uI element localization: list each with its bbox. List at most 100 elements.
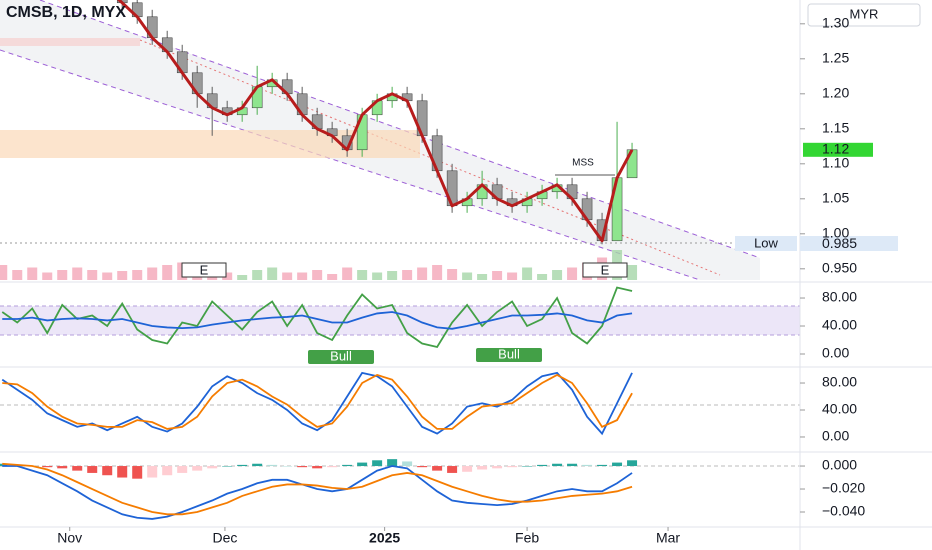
volume-bar xyxy=(507,272,518,280)
histogram-bar xyxy=(477,466,488,470)
volume-bar xyxy=(312,270,323,280)
channel xyxy=(0,0,800,280)
bull-label: Bull xyxy=(330,348,352,363)
histogram-bar xyxy=(327,466,338,468)
histogram-bar xyxy=(207,466,218,469)
volume-bar xyxy=(252,270,263,280)
volume-bar xyxy=(0,265,8,280)
volume-bar xyxy=(357,270,368,280)
histogram-bar xyxy=(252,463,263,467)
y-tick-label: 40.00 xyxy=(822,317,857,333)
low-label: Low xyxy=(754,235,778,250)
histogram-bar xyxy=(417,466,428,468)
histogram-bar xyxy=(612,462,623,467)
zone xyxy=(0,38,140,46)
earnings-box xyxy=(181,262,227,278)
volume-bar xyxy=(267,267,278,280)
series-line xyxy=(1,286,633,349)
series-line xyxy=(2,465,633,520)
series-line xyxy=(1,371,633,436)
earnings: E xyxy=(601,262,610,277)
volume-bar xyxy=(402,270,413,280)
volume-bar xyxy=(297,272,308,280)
histogram-bar xyxy=(522,466,533,467)
volume-bar xyxy=(102,272,113,280)
volume-bar xyxy=(57,270,68,280)
volume-bar xyxy=(387,271,398,280)
x-tick-label: Mar xyxy=(656,530,680,546)
volume-bar xyxy=(72,267,83,280)
histogram-bar xyxy=(72,466,83,471)
y-tick-label: 0.00 xyxy=(822,345,849,361)
y-tick-label: 1.30 xyxy=(822,15,849,31)
y-tick-label: 40.00 xyxy=(822,401,857,417)
histogram-bar xyxy=(372,460,383,467)
volume-bar xyxy=(492,271,503,280)
price-pane xyxy=(0,0,638,280)
volume-bar xyxy=(537,274,548,280)
volume-bar xyxy=(132,270,143,280)
low-price: 0.985 xyxy=(822,235,857,251)
x-tick-label: 2025 xyxy=(369,530,400,546)
histogram-bar xyxy=(492,466,503,469)
bull-label: Bull xyxy=(498,346,520,361)
earnings: E xyxy=(200,262,209,277)
histogram-bar xyxy=(357,462,368,467)
low-price-box xyxy=(800,236,898,251)
last-price-box xyxy=(803,142,873,157)
y-tick-label: 1.10 xyxy=(822,155,849,171)
currency-box[interactable] xyxy=(807,3,921,27)
volume-bar xyxy=(447,269,458,280)
volume-bar xyxy=(372,272,383,280)
y-tick-label: 1.00 xyxy=(822,225,849,241)
y-tick-label: 80.00 xyxy=(822,289,857,305)
y-tick-label: −0.020 xyxy=(822,480,865,496)
histogram-bar xyxy=(402,461,413,467)
histogram-bar xyxy=(42,466,53,468)
series-line xyxy=(2,462,633,516)
volume-bar xyxy=(462,272,473,280)
y-tick-label: 1.25 xyxy=(822,50,849,66)
histogram-bar xyxy=(597,464,608,467)
channel-bottom xyxy=(0,49,701,280)
histogram-bar xyxy=(267,464,278,467)
bull-box xyxy=(308,350,374,364)
volume-bar xyxy=(327,274,338,280)
volume-bar xyxy=(87,270,98,280)
volume-bar xyxy=(222,272,233,280)
volume-bar xyxy=(342,267,353,280)
histogram-bar xyxy=(102,466,113,476)
histogram-bar xyxy=(132,466,143,479)
trend-line xyxy=(117,0,634,243)
series-line xyxy=(2,311,633,330)
mss-label: MSS xyxy=(572,158,594,169)
histogram-bar xyxy=(87,466,98,473)
currency[interactable]: MYR xyxy=(850,6,879,21)
volume-bar xyxy=(147,267,158,280)
volume-bar xyxy=(42,272,53,280)
histogram-bar xyxy=(57,466,68,469)
histogram-bar xyxy=(507,466,518,468)
histogram-bar xyxy=(237,464,248,467)
volume-bar xyxy=(117,271,128,280)
last-price: 1.12 xyxy=(822,141,849,157)
volume-bar xyxy=(237,275,248,280)
volume-bar xyxy=(567,267,578,280)
histogram-bar xyxy=(582,464,593,467)
y-tick-label: −0.040 xyxy=(822,503,865,519)
x-tick-label: Nov xyxy=(57,530,82,546)
histogram-bar xyxy=(162,466,173,476)
histogram-bar xyxy=(312,466,323,469)
earnings-box xyxy=(582,262,628,278)
histogram-bar xyxy=(627,460,638,467)
series-line xyxy=(2,373,633,430)
histogram-bar xyxy=(177,466,188,473)
volume-bar xyxy=(417,267,428,280)
histogram-bar xyxy=(282,466,293,467)
histogram-bar xyxy=(462,466,473,472)
volume-bar xyxy=(477,274,488,280)
volume-bar xyxy=(627,265,638,280)
y-tick-label: 0.000 xyxy=(822,457,857,473)
low-box xyxy=(735,236,797,251)
volume-bar xyxy=(282,272,293,280)
